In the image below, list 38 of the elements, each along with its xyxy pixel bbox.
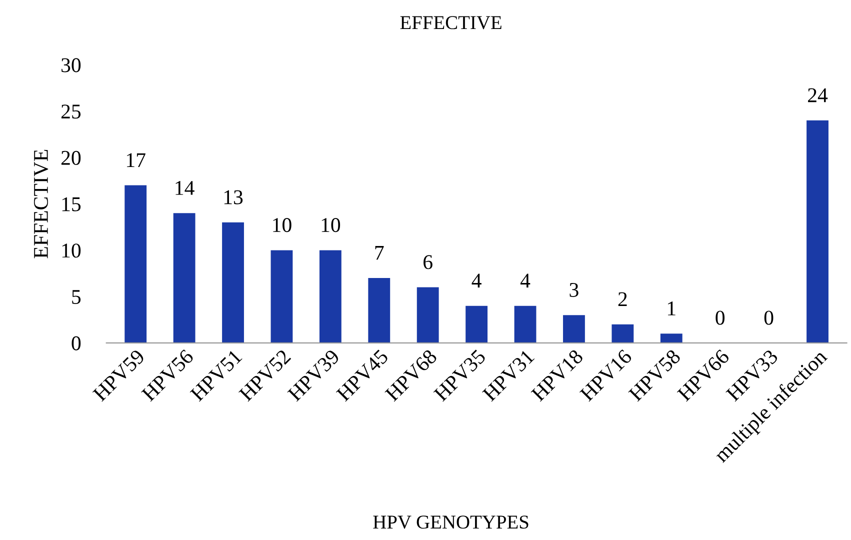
data-label: 3 <box>570 282 578 297</box>
data-label: 10 <box>322 218 340 232</box>
chart-title: EFFECTIVE <box>400 16 502 30</box>
data-label: 10 <box>273 218 292 232</box>
y-tick-label: 5 <box>72 290 81 304</box>
y-tick-label: 0 <box>72 336 81 350</box>
bar <box>612 324 634 343</box>
x-axis-title: HPV GENOTYPES <box>373 516 528 529</box>
data-label: 0 <box>764 310 774 325</box>
bar <box>368 278 390 343</box>
data-label: 2 <box>618 292 627 306</box>
bar <box>124 185 147 343</box>
bar <box>514 306 536 343</box>
y-axis-title: EFFECTIVE <box>34 150 48 258</box>
data-label: 6 <box>424 255 432 270</box>
bar <box>563 315 585 343</box>
y-tick-label: 15 <box>62 197 81 212</box>
data-label: 1 <box>668 302 676 316</box>
data-label: 0 <box>716 310 725 325</box>
data-label: 7 <box>375 246 384 260</box>
data-label: 13 <box>224 190 243 204</box>
bar <box>416 287 439 343</box>
y-tick-label: 10 <box>62 244 81 258</box>
data-label: 14 <box>176 181 194 195</box>
data-label: 4 <box>472 274 482 288</box>
data-label: 17 <box>127 153 146 167</box>
y-tick-label: 25 <box>61 104 81 119</box>
y-tick-label: 30 <box>62 58 81 72</box>
bar <box>270 250 293 343</box>
data-label: 4 <box>520 274 530 288</box>
bar <box>466 306 488 343</box>
bar <box>319 250 342 343</box>
bar <box>173 213 196 343</box>
y-tick-label: 20 <box>61 150 81 165</box>
bar <box>660 334 682 343</box>
data-label: 24 <box>808 88 828 102</box>
bar <box>806 120 828 343</box>
bar <box>222 222 244 343</box>
